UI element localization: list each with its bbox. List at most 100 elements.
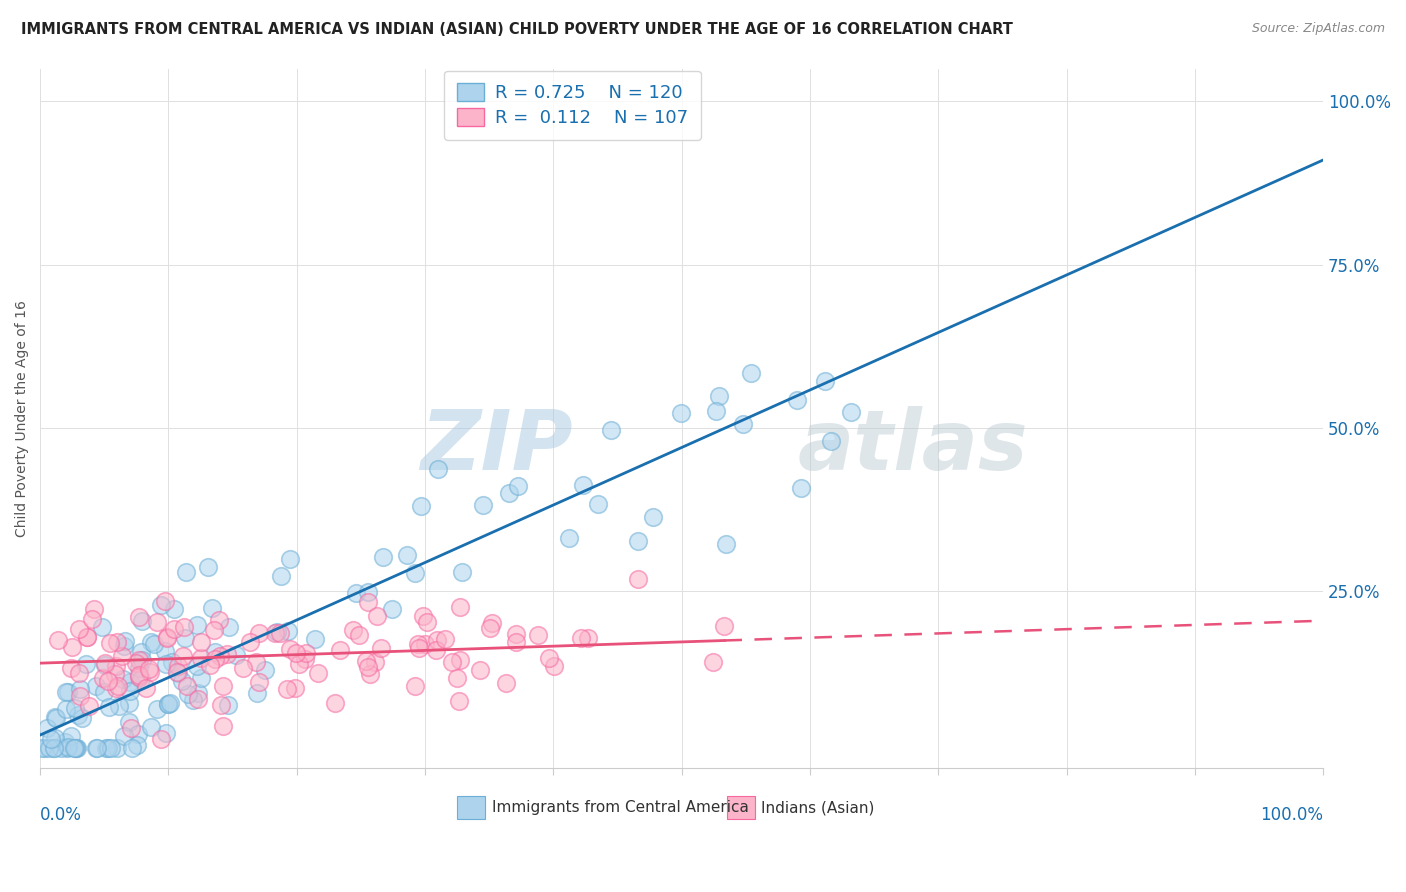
Point — [269, 626, 291, 640]
Point — [276, 682, 298, 697]
Point — [118, 714, 141, 729]
Point — [146, 615, 169, 629]
Point — [245, 655, 267, 669]
Point — [118, 675, 141, 690]
Point — [707, 389, 730, 403]
Point — [446, 671, 468, 685]
Bar — [727, 797, 755, 819]
Point — [706, 404, 728, 418]
Point — [56, 741, 79, 756]
Point — [46, 632, 69, 647]
Point — [67, 665, 90, 680]
Point — [105, 741, 128, 756]
Point — [83, 602, 105, 616]
Point — [155, 657, 177, 671]
Point — [173, 620, 195, 634]
Point — [65, 741, 87, 756]
Point — [166, 665, 188, 679]
Point — [86, 741, 108, 756]
Point — [108, 699, 131, 714]
Point — [55, 735, 77, 749]
Point — [307, 666, 329, 681]
Point — [156, 697, 179, 711]
Point — [114, 633, 136, 648]
Point — [284, 681, 307, 696]
Point — [34, 741, 56, 756]
Point — [413, 637, 436, 651]
Point — [190, 651, 212, 665]
Point — [76, 630, 98, 644]
Point — [357, 660, 380, 674]
Point — [174, 631, 197, 645]
Point — [232, 661, 254, 675]
Point — [125, 656, 148, 670]
Point — [641, 509, 664, 524]
Point — [128, 652, 150, 666]
Point — [69, 689, 91, 703]
Point — [627, 534, 650, 549]
Point — [84, 741, 107, 756]
Point — [56, 684, 79, 698]
Point — [128, 661, 150, 675]
Point — [129, 645, 152, 659]
Point — [404, 679, 426, 693]
Point — [107, 679, 129, 693]
Point — [128, 670, 150, 684]
Point — [357, 585, 380, 599]
Point — [131, 615, 153, 629]
Point — [59, 730, 82, 744]
Text: Source: ZipAtlas.com: Source: ZipAtlas.com — [1251, 22, 1385, 36]
Point — [505, 627, 527, 641]
Point — [112, 639, 135, 653]
Point — [111, 672, 134, 686]
Point — [63, 701, 86, 715]
Point — [93, 685, 115, 699]
Point — [82, 612, 104, 626]
Point — [495, 676, 517, 690]
Point — [44, 741, 66, 756]
Point — [839, 405, 862, 419]
Point — [49, 741, 72, 756]
Point — [357, 595, 380, 609]
Point — [197, 560, 219, 574]
Point — [118, 684, 141, 698]
Point — [181, 692, 204, 706]
Point — [434, 632, 457, 646]
Point — [215, 648, 238, 662]
Point — [100, 741, 122, 756]
Point — [254, 663, 277, 677]
Point — [128, 668, 150, 682]
Point — [159, 696, 181, 710]
Point — [270, 569, 292, 583]
Point — [204, 652, 226, 666]
Text: ZIP: ZIP — [420, 406, 572, 486]
Point — [149, 731, 172, 746]
Text: Indians (Asian): Indians (Asian) — [761, 800, 875, 815]
Point — [284, 646, 307, 660]
Legend: R = 0.725    N = 120, R =  0.112    N = 107: R = 0.725 N = 120, R = 0.112 N = 107 — [444, 70, 700, 140]
Point — [447, 693, 470, 707]
Point — [441, 655, 464, 669]
Point — [576, 631, 599, 645]
Y-axis label: Child Poverty Under the Age of 16: Child Poverty Under the Age of 16 — [15, 300, 30, 537]
Point — [121, 741, 143, 756]
Point — [740, 366, 762, 380]
Point — [105, 658, 128, 673]
Point — [304, 632, 326, 646]
Point — [588, 497, 610, 511]
Point — [111, 648, 134, 663]
Point — [627, 573, 650, 587]
Point — [408, 641, 430, 656]
Point — [295, 646, 318, 660]
Point — [55, 702, 77, 716]
Point — [537, 650, 560, 665]
Point — [98, 700, 121, 714]
Point — [370, 641, 392, 656]
Point — [381, 602, 404, 616]
Point — [44, 731, 66, 745]
Point — [97, 673, 120, 688]
Point — [406, 636, 429, 650]
Point — [246, 686, 269, 700]
Point — [278, 551, 301, 566]
Point — [373, 550, 395, 565]
